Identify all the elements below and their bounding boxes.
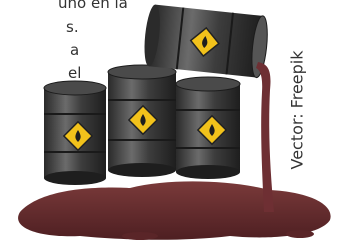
page: {"credit": "Vector: Freepik", "text_frag…	[0, 0, 346, 246]
oil-drop	[122, 232, 158, 240]
text-fragment: uno en la	[58, 0, 128, 12]
image-credit: Vector: Freepik	[288, 50, 307, 170]
barrel	[176, 77, 240, 179]
oil-puddle	[18, 181, 331, 239]
text-fragment: el	[68, 64, 81, 82]
barrel	[108, 65, 176, 177]
tilted-barrel	[142, 4, 270, 78]
text-fragment: a	[70, 41, 79, 59]
text-fragment: s.	[66, 18, 79, 36]
illustration: uno en la s. a el .	[0, 0, 346, 246]
oil-drop	[286, 230, 314, 238]
barrel	[44, 81, 106, 185]
